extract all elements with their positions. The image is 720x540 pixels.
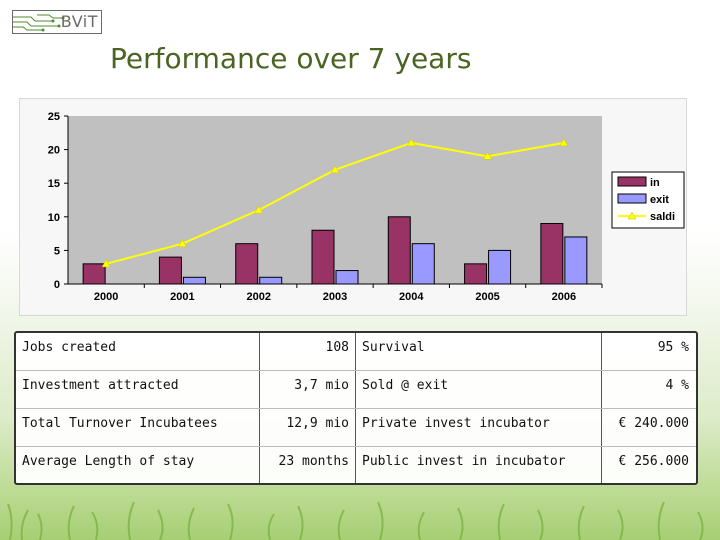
y-tick-label: 10 [48,212,60,224]
y-tick-label: 20 [48,145,60,157]
bar-in [311,229,335,285]
bar-in [158,256,182,285]
stat-label: Average Length of stay [22,454,195,469]
y-tick-label: 5 [54,245,60,257]
stat-label: Total Turnover Incubatees [22,416,218,431]
y-tick-label: 0 [54,279,60,291]
legend-label: exit [650,194,669,206]
bar-exit [411,243,435,285]
performance-chart: 0 5 10 15 20 25 2000 2001 2002 2003 2004 2005 2006 … [19,98,687,316]
y-tick-label: 25 [48,111,60,123]
stat-value: 12,9 mio [286,416,349,431]
bar-exit [259,276,283,285]
y-tick-label: 15 [48,178,60,190]
point-saldi [177,239,187,247]
grass-decoration [7,501,704,540]
bar-exit [335,270,359,285]
bvit-logo: BViT [12,10,102,34]
point-saldi [254,205,264,214]
x-tick-label: 2004 [399,291,424,303]
row-divider [16,446,696,447]
point-saldi [559,138,569,147]
circuit-pattern-icon [13,14,65,32]
x-tick-label: 2000 [94,291,118,303]
legend-swatch-in [617,176,647,187]
bar-exit [564,236,588,285]
x-axis: 2000 2001 2002 2003 2004 2005 2006 [68,283,603,303]
row-divider [16,370,696,371]
chart-legend: in exit saldi [611,171,685,229]
bar-in [82,263,106,285]
stat-value: 95 % [657,340,689,355]
y-axis: 0 5 10 15 20 25 [48,111,69,291]
stat-value: € 240.000 [618,416,689,431]
x-tick-label: 2006 [552,291,576,303]
logo-text: BViT [60,12,98,31]
bar-exit [182,276,206,285]
stat-label: Survival [362,340,425,355]
bar-exit [488,249,512,285]
legend-label: in [650,177,660,189]
x-tick-label: 2001 [170,291,194,303]
stat-value: 3,7 mio [294,378,349,393]
legend-marker-saldi [627,211,637,220]
point-saldi [101,259,111,268]
stat-value: € 256.000 [618,454,689,469]
stat-value: 108 [325,340,349,355]
stat-label: Private invest incubator [362,416,550,431]
x-tick-label: 2002 [246,291,270,303]
bar-in [540,223,564,285]
bar-in [387,216,411,285]
bars [82,216,588,285]
stat-value: 4 % [665,378,689,393]
saldi-line [101,138,569,268]
point-saldi [483,151,493,160]
stat-label: Investment attracted [22,378,179,393]
stat-label: Sold @ exit [362,378,449,393]
stat-label: Public invest in incubator [362,454,566,469]
bar-in [235,243,259,285]
plot-area [68,116,602,284]
point-saldi [330,165,340,174]
bar-in [464,263,488,285]
point-saldi [406,138,416,147]
stat-value: 23 months [278,454,349,469]
row-divider [16,408,696,409]
x-tick-label: 2005 [475,291,499,303]
stats-table: Jobs created 108 Survival 95 % Investmen… [14,331,698,485]
legend-swatch-exit [617,193,647,204]
x-tick-label: 2003 [323,291,347,303]
stat-label: Jobs created [22,340,116,355]
legend-label: saldi [650,211,675,223]
page-title: Performance over 7 years [110,42,472,75]
